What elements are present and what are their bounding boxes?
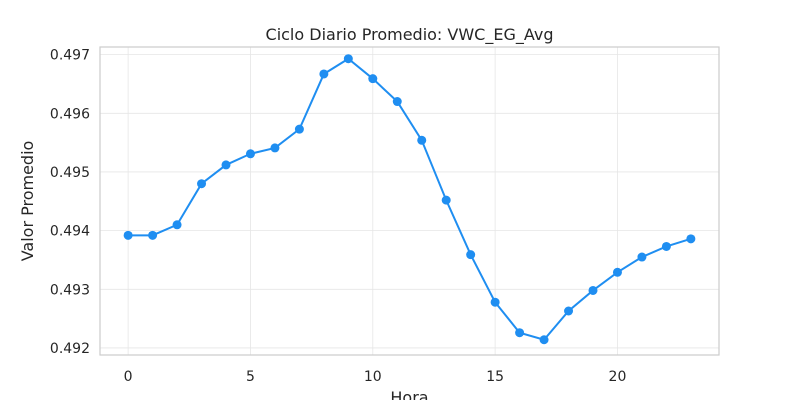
y-tick-label: 0.497 bbox=[50, 48, 90, 64]
data-point bbox=[441, 195, 451, 205]
data-point bbox=[466, 250, 476, 260]
data-point bbox=[245, 149, 255, 159]
y-tick-label: 0.493 bbox=[50, 282, 90, 298]
chart-title: Ciclo Diario Promedio: VWC_EG_Avg bbox=[266, 25, 554, 45]
data-point bbox=[637, 252, 647, 262]
data-point bbox=[270, 143, 280, 153]
data-point bbox=[564, 306, 574, 316]
data-point bbox=[686, 234, 696, 244]
y-axis-label: Valor Promedio bbox=[18, 141, 37, 262]
data-point bbox=[392, 97, 402, 107]
data-point bbox=[417, 135, 427, 145]
y-axis-ticks: 0.492 0.493 0.494 0.495 0.496 0.497 bbox=[50, 48, 90, 357]
x-tick-label: 20 bbox=[609, 369, 627, 385]
y-tick-label: 0.495 bbox=[50, 165, 90, 181]
data-point bbox=[123, 230, 133, 240]
x-axis-ticks: 0 5 10 15 20 bbox=[124, 369, 627, 385]
data-point bbox=[197, 179, 207, 189]
series-line bbox=[128, 57, 692, 341]
x-tick-label: 10 bbox=[364, 369, 382, 385]
data-point bbox=[588, 285, 598, 295]
data-point bbox=[539, 335, 549, 345]
data-point bbox=[612, 267, 622, 277]
data-point bbox=[515, 328, 525, 338]
data-point bbox=[343, 54, 353, 64]
data-points bbox=[123, 54, 696, 345]
data-point bbox=[319, 69, 329, 79]
data-point bbox=[490, 297, 500, 307]
y-tick-label: 0.492 bbox=[50, 341, 90, 357]
x-tick-label: 15 bbox=[486, 369, 504, 385]
data-point bbox=[221, 160, 231, 170]
x-tick-label: 5 bbox=[246, 369, 255, 385]
y-tick-label: 0.494 bbox=[50, 224, 90, 240]
y-tick-label: 0.496 bbox=[50, 106, 90, 122]
data-point bbox=[172, 220, 182, 230]
x-tick-label: 0 bbox=[124, 369, 133, 385]
x-axis-label: Hora bbox=[390, 388, 428, 400]
data-point bbox=[368, 74, 378, 84]
data-point bbox=[661, 241, 671, 251]
grid-lines bbox=[100, 47, 719, 355]
data-point bbox=[294, 124, 304, 134]
plot-frame bbox=[99, 46, 720, 356]
data-point bbox=[148, 230, 158, 240]
